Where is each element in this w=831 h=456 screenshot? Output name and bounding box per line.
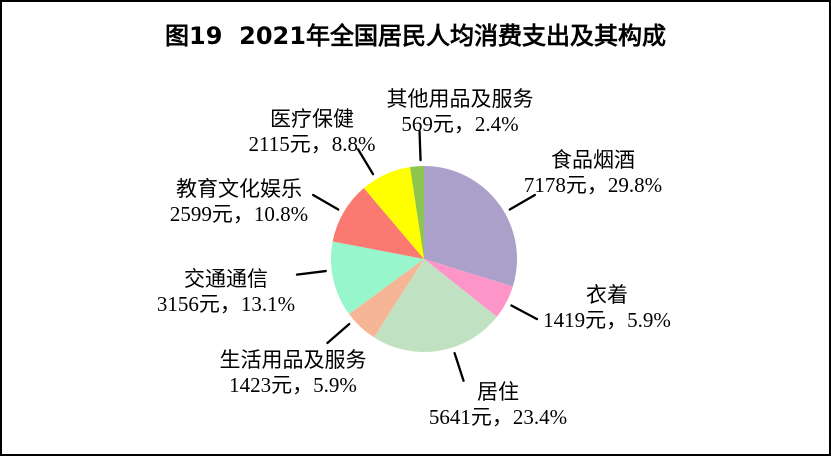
leader-line-4 [326, 322, 351, 345]
leader-line-6 [311, 193, 340, 211]
leader-line-1 [508, 193, 536, 211]
pie-slice-8 [410, 165, 424, 259]
pie-slice-7 [363, 167, 424, 259]
chart-title: 图19 2021年全国居民人均消费支出及其构成 [165, 22, 666, 50]
pie-slice-5 [331, 241, 424, 314]
leader-line-7 [356, 148, 375, 176]
leader-line-3 [453, 351, 465, 382]
leader-line-8 [418, 129, 422, 162]
pie-slice-4 [348, 259, 424, 338]
pie-slice-2 [424, 259, 513, 317]
leader-line-2 [510, 304, 539, 321]
pie-slice-6 [332, 188, 424, 259]
leader-line-5 [295, 269, 327, 276]
pie-slice-3 [373, 259, 497, 352]
pie-slice-1 [424, 166, 517, 287]
